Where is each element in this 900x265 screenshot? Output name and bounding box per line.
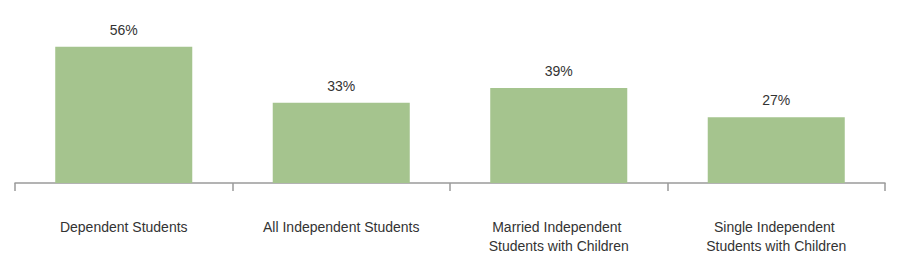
svg-text:Dependent Students: Dependent Students — [60, 219, 188, 235]
svg-text:Students with Children: Students with Children — [706, 238, 846, 254]
svg-text:39%: 39% — [545, 63, 573, 79]
svg-text:33%: 33% — [327, 78, 355, 94]
svg-text:Students with Children: Students with Children — [489, 238, 629, 254]
svg-text:Single Independent: Single Independent — [714, 219, 839, 235]
svg-text:Married Independent: Married Independent — [492, 219, 625, 235]
svg-text:27%: 27% — [762, 92, 790, 108]
svg-text:56%: 56% — [110, 22, 138, 38]
svg-text:All Independent Students: All Independent Students — [263, 219, 419, 235]
